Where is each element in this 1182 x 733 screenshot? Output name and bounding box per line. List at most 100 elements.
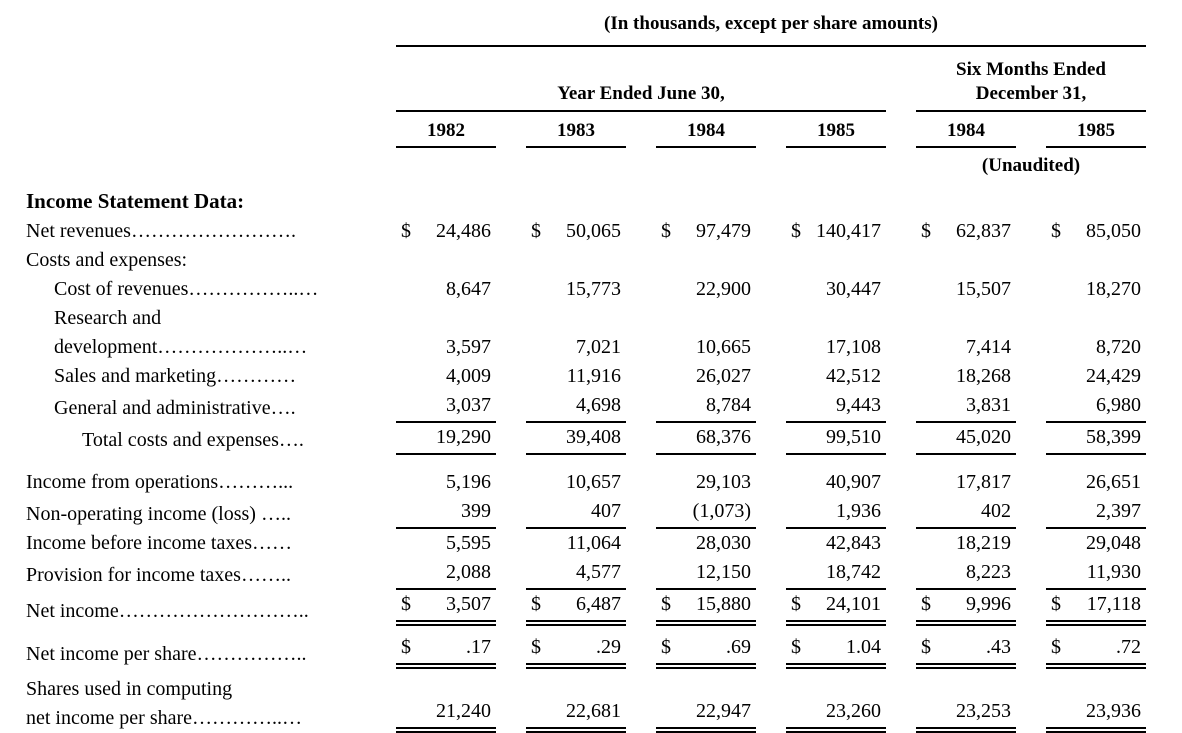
value-number: .29	[596, 636, 621, 658]
value-cell: 8,223	[916, 558, 1016, 590]
value-cell: 18,219	[956, 532, 1011, 554]
value-cell: 9,443	[786, 391, 886, 423]
table-row: Provision for income taxes…….. 2,088 4,577…	[26, 558, 1182, 590]
unaudited-row: (Unaudited)	[26, 154, 1182, 178]
value-cell: 26,651	[1086, 471, 1141, 493]
value-cell: 42,512	[826, 365, 881, 387]
row-label-line: Costs and expenses:	[26, 249, 188, 271]
row-label-line: Net income per share……………..	[26, 643, 307, 665]
value-cell: 15,773	[566, 278, 621, 300]
year-header-row: 1982 1983 1984 1985 1984 1985	[26, 120, 1182, 148]
unaudited-note: (Unaudited)	[981, 155, 1081, 176]
value-cell: 17,108	[826, 336, 881, 358]
currency-symbol: $	[401, 636, 411, 658]
value-cell: 26,027	[696, 365, 751, 387]
value-cell: 28,030	[696, 532, 751, 554]
table-row: Shares used in computing net income per s…	[26, 675, 1182, 733]
value-number: .69	[726, 636, 751, 658]
value-number: 6,487	[576, 593, 621, 615]
value-cell: 1,936	[786, 497, 886, 529]
table-row: Cost of revenues……………..… 8,647 15,773 22,90…	[26, 275, 1182, 304]
value-cell: 18,742	[786, 558, 886, 590]
table-row: Research and development………………..… 3,597 7,0…	[26, 304, 1182, 362]
row-label: General and administrative….	[26, 394, 366, 423]
value-cell: 29,048	[1086, 532, 1141, 554]
table-row: Sales and marketing………… 4,009 11,916 26,027…	[26, 362, 1182, 391]
value-number: 140,417	[816, 220, 881, 242]
row-label-line: Total costs and expenses….	[82, 429, 304, 451]
currency-symbol: $	[1051, 593, 1061, 615]
value-number: 50,065	[566, 220, 621, 242]
value-cell: $24,486	[396, 217, 496, 246]
value-cell: 23,253	[916, 697, 1016, 733]
currency-symbol: $	[1051, 636, 1061, 658]
value-cell: 10,657	[566, 471, 621, 493]
value-cell: 30,447	[826, 278, 881, 300]
value-cell: 399	[396, 497, 496, 529]
value-number: .43	[986, 636, 1011, 658]
row-label: Provision for income taxes……..	[26, 561, 366, 590]
row-label: Research and development………………..…	[26, 304, 366, 362]
section-title: Income Statement Data:	[26, 189, 245, 213]
table-row: General and administrative…. 3,037 4,698 8,…	[26, 391, 1182, 423]
value-cell: $ .72	[1046, 633, 1146, 669]
value-number: .72	[1116, 636, 1141, 658]
value-cell: 45,020	[916, 423, 1016, 455]
value-cell: $50,065	[526, 217, 626, 246]
value-cell: 2,397	[1046, 497, 1146, 529]
row-label: Sales and marketing…………	[26, 362, 366, 391]
row-label-line: Research and	[54, 307, 162, 329]
value-cell: 18,270	[1086, 278, 1141, 300]
value-cell: 12,150	[656, 558, 756, 590]
value-cell: $3,507	[396, 590, 496, 626]
value-cell: $ .17	[396, 633, 496, 669]
value-number: 24,101	[826, 593, 881, 615]
value-cell: 4,009	[446, 365, 491, 387]
value-cell: 7,414	[966, 336, 1011, 358]
column-group-year-ended-label: Year Ended June 30,	[557, 83, 725, 104]
currency-symbol: $	[531, 636, 541, 658]
value-cell: $1.04	[786, 633, 886, 669]
row-label-line: net income per share…………..…	[26, 707, 303, 729]
currency-symbol: $	[921, 220, 931, 242]
value-cell: $97,479	[656, 217, 756, 246]
value-cell: 11,930	[1046, 558, 1146, 590]
value-cell: 22,947	[656, 697, 756, 733]
currency-symbol: $	[921, 636, 931, 658]
row-label: Net income………………………..	[26, 597, 366, 626]
currency-symbol: $	[661, 593, 671, 615]
value-number: .17	[466, 636, 491, 658]
value-cell: 4,577	[526, 558, 626, 590]
row-label: Net revenues…………………….	[26, 217, 366, 246]
value-cell: 5,595	[446, 532, 491, 554]
value-cell: $17,118	[1046, 590, 1146, 626]
value-cell: 15,507	[956, 278, 1011, 300]
row-label-line: General and administrative….	[54, 397, 296, 419]
value-number: 1.04	[846, 636, 881, 658]
currency-symbol: $	[921, 593, 931, 615]
value-number: 9,996	[966, 593, 1011, 615]
table-row: Income from operations………... 5,196 10,657 2…	[26, 468, 1182, 497]
value-cell: 407	[526, 497, 626, 529]
row-label-line: development………………..…	[54, 336, 308, 358]
currency-symbol: $	[401, 593, 411, 615]
value-cell: 21,240	[396, 697, 496, 733]
row-label-line: Income before income taxes……	[26, 532, 293, 554]
column-header-1982: 1982	[396, 120, 496, 148]
currency-symbol: $	[531, 593, 541, 615]
value-number: 24,486	[436, 220, 491, 242]
column-header-six-months-1984: 1984	[916, 120, 1016, 148]
column-header-1984: 1984	[656, 120, 756, 148]
row-label: Costs and expenses:	[26, 246, 366, 275]
row-label-line: Income from operations………...	[26, 471, 294, 493]
row-label-line: Cost of revenues……………..…	[54, 278, 319, 300]
row-label: Income from operations………...	[26, 468, 366, 497]
value-cell: 8,720	[1096, 336, 1141, 358]
column-group-row: Year Ended June 30, Six Months Ended Dec…	[26, 58, 1182, 112]
row-label: Total costs and expenses….	[26, 426, 366, 455]
value-cell: 39,408	[526, 423, 626, 455]
value-cell: $62,837	[916, 217, 1016, 246]
column-group-six-months: Six Months Ended December 31,	[916, 58, 1146, 112]
currency-symbol: $	[791, 220, 801, 242]
row-label-line: Net revenues…………………….	[26, 220, 296, 242]
